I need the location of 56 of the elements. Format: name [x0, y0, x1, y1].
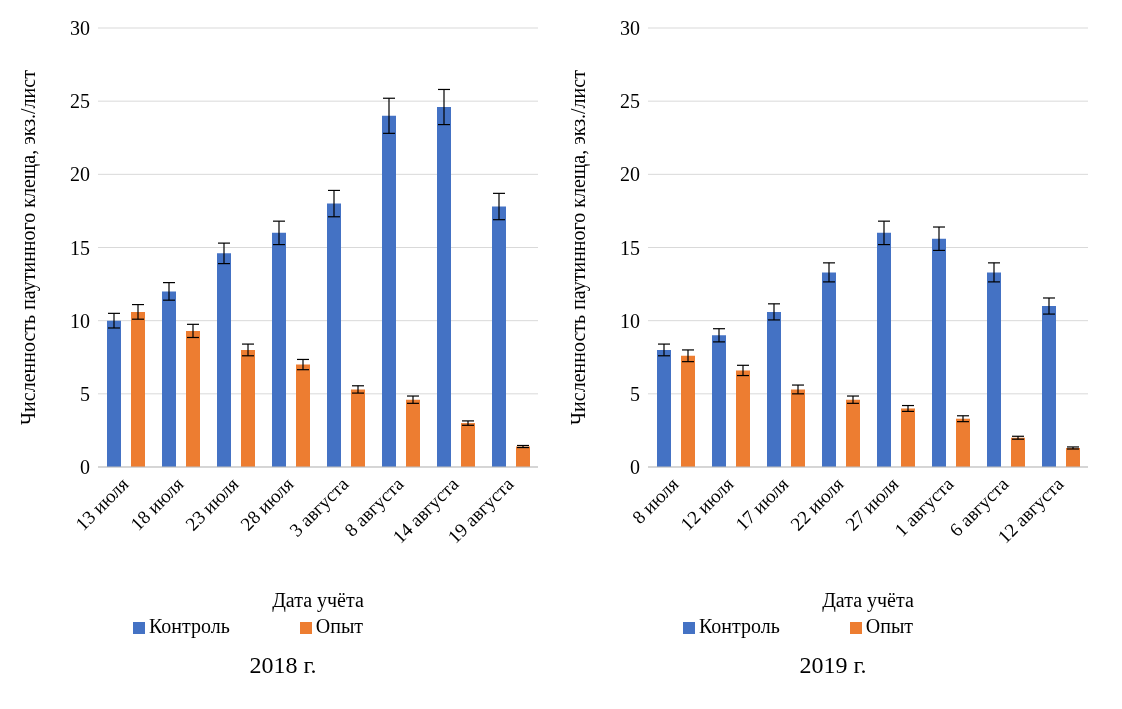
bar	[382, 115, 396, 467]
bar	[767, 311, 781, 467]
y-tick-label: 30	[620, 17, 640, 40]
y-tick-label: 0	[80, 456, 90, 479]
bar	[162, 291, 176, 467]
y-tick-label: 20	[70, 163, 90, 186]
bar	[492, 206, 506, 467]
y-tick-label: 0	[630, 456, 640, 479]
bar	[1066, 447, 1080, 467]
y-axis-title: Численность паутинного клеща, экз./лист	[17, 69, 41, 425]
bar	[932, 238, 946, 467]
bar	[107, 320, 121, 467]
y-axis-title: Численность паутинного клеща, экз./лист	[567, 69, 591, 425]
bar	[846, 399, 860, 467]
bar	[877, 232, 891, 467]
bar	[351, 389, 365, 467]
bar	[186, 330, 200, 467]
bar	[296, 364, 310, 467]
y-tick-label: 10	[70, 309, 90, 332]
bar	[657, 349, 671, 467]
y-tick-label: 25	[70, 90, 90, 113]
y-tick-label: 10	[620, 309, 640, 332]
bar	[1042, 306, 1056, 467]
bar	[437, 107, 451, 467]
bar	[901, 408, 915, 467]
y-tick-label: 5	[630, 382, 640, 405]
x-axis-title: Дата учёта	[822, 589, 914, 612]
bar	[131, 311, 145, 467]
bar	[217, 253, 231, 467]
y-tick-label: 20	[620, 163, 640, 186]
y-tick-label: 30	[70, 17, 90, 40]
y-tick-label: 15	[620, 236, 640, 259]
bar	[681, 355, 695, 467]
bar	[791, 389, 805, 467]
bar	[987, 272, 1001, 467]
bar	[956, 418, 970, 467]
text: 2018 г.	[248, 652, 318, 679]
bar	[516, 446, 530, 467]
bar	[406, 399, 420, 467]
y-tick-label: 25	[620, 90, 640, 113]
text: 2019 г.	[798, 652, 868, 679]
bar	[241, 349, 255, 467]
legend-label: Контроль	[148, 615, 230, 637]
y-tick-label: 15	[70, 236, 90, 259]
bar	[327, 203, 341, 467]
bar	[272, 232, 286, 467]
bar	[822, 272, 836, 467]
legend-label: Опыт	[315, 615, 364, 637]
x-axis-title: Дата учёта	[272, 589, 364, 612]
bar	[1011, 437, 1025, 467]
bar	[461, 423, 475, 467]
bar	[712, 335, 726, 467]
bar	[736, 370, 750, 467]
y-tick-label: 5	[80, 382, 90, 405]
legend-label: Опыт	[865, 615, 914, 637]
legend-label: Контроль	[698, 615, 780, 637]
